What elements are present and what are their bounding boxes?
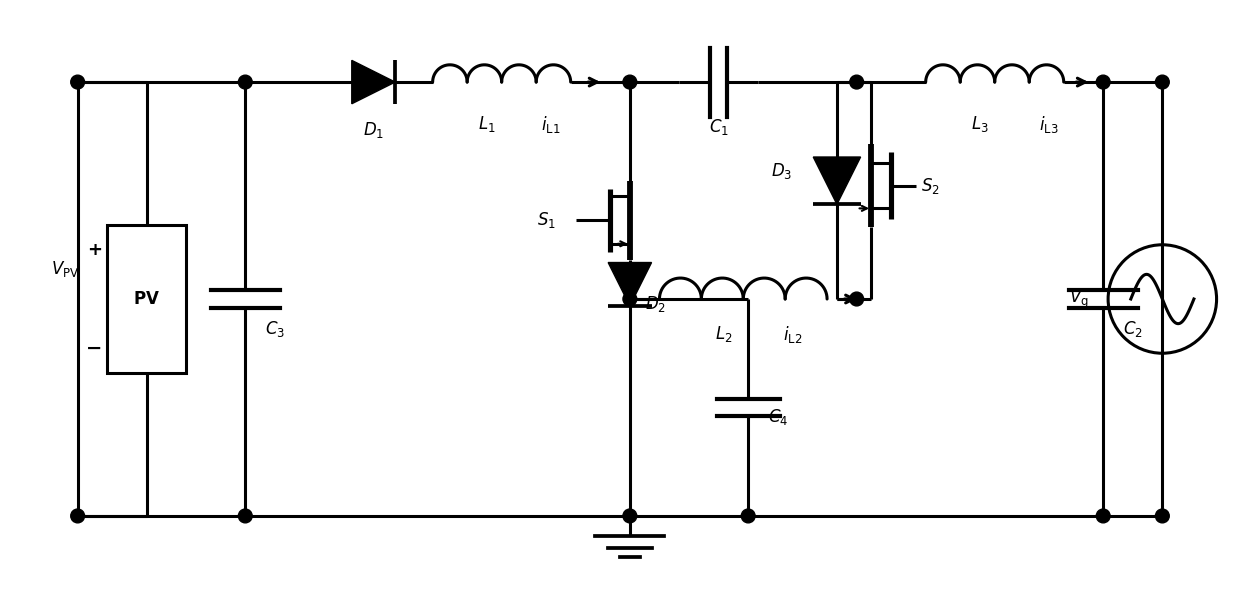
FancyBboxPatch shape [107,225,186,373]
Text: $D_3$: $D_3$ [771,161,792,181]
Circle shape [1096,75,1110,89]
Circle shape [742,509,755,523]
Polygon shape [352,60,396,104]
Text: $\mathbf{PV}$: $\mathbf{PV}$ [133,291,160,307]
Text: +: + [87,241,103,259]
Text: $L_2$: $L_2$ [714,323,733,344]
Text: $C_4$: $C_4$ [768,407,789,427]
Circle shape [238,509,252,523]
Polygon shape [608,262,651,306]
Text: $i_{\mathrm{L3}}$: $i_{\mathrm{L3}}$ [1039,114,1059,135]
Circle shape [622,509,637,523]
Polygon shape [813,157,861,204]
Text: −: − [86,339,103,358]
Text: $D_2$: $D_2$ [645,294,666,314]
Text: $V_{\mathrm{PV}}$: $V_{\mathrm{PV}}$ [51,259,79,279]
Circle shape [238,75,252,89]
Text: $V_{\mathrm{g}}$: $V_{\mathrm{g}}$ [1069,288,1089,311]
Text: $D_1$: $D_1$ [363,120,384,140]
Text: $i_{\mathrm{L1}}$: $i_{\mathrm{L1}}$ [541,114,560,135]
Circle shape [849,292,863,306]
Circle shape [1156,75,1169,89]
Text: $C_1$: $C_1$ [708,117,729,137]
Text: $S_1$: $S_1$ [537,210,556,230]
Circle shape [1096,509,1110,523]
Text: $L_3$: $L_3$ [971,114,988,134]
Text: $S_2$: $S_2$ [921,176,940,196]
Circle shape [1156,509,1169,523]
Circle shape [71,75,84,89]
Circle shape [849,75,863,89]
Circle shape [622,292,637,306]
Circle shape [622,75,637,89]
Text: $i_{\mathrm{L2}}$: $i_{\mathrm{L2}}$ [782,323,802,344]
Circle shape [71,509,84,523]
Text: $C_3$: $C_3$ [265,319,285,338]
Text: $L_1$: $L_1$ [479,114,496,134]
Text: $C_2$: $C_2$ [1123,319,1143,338]
